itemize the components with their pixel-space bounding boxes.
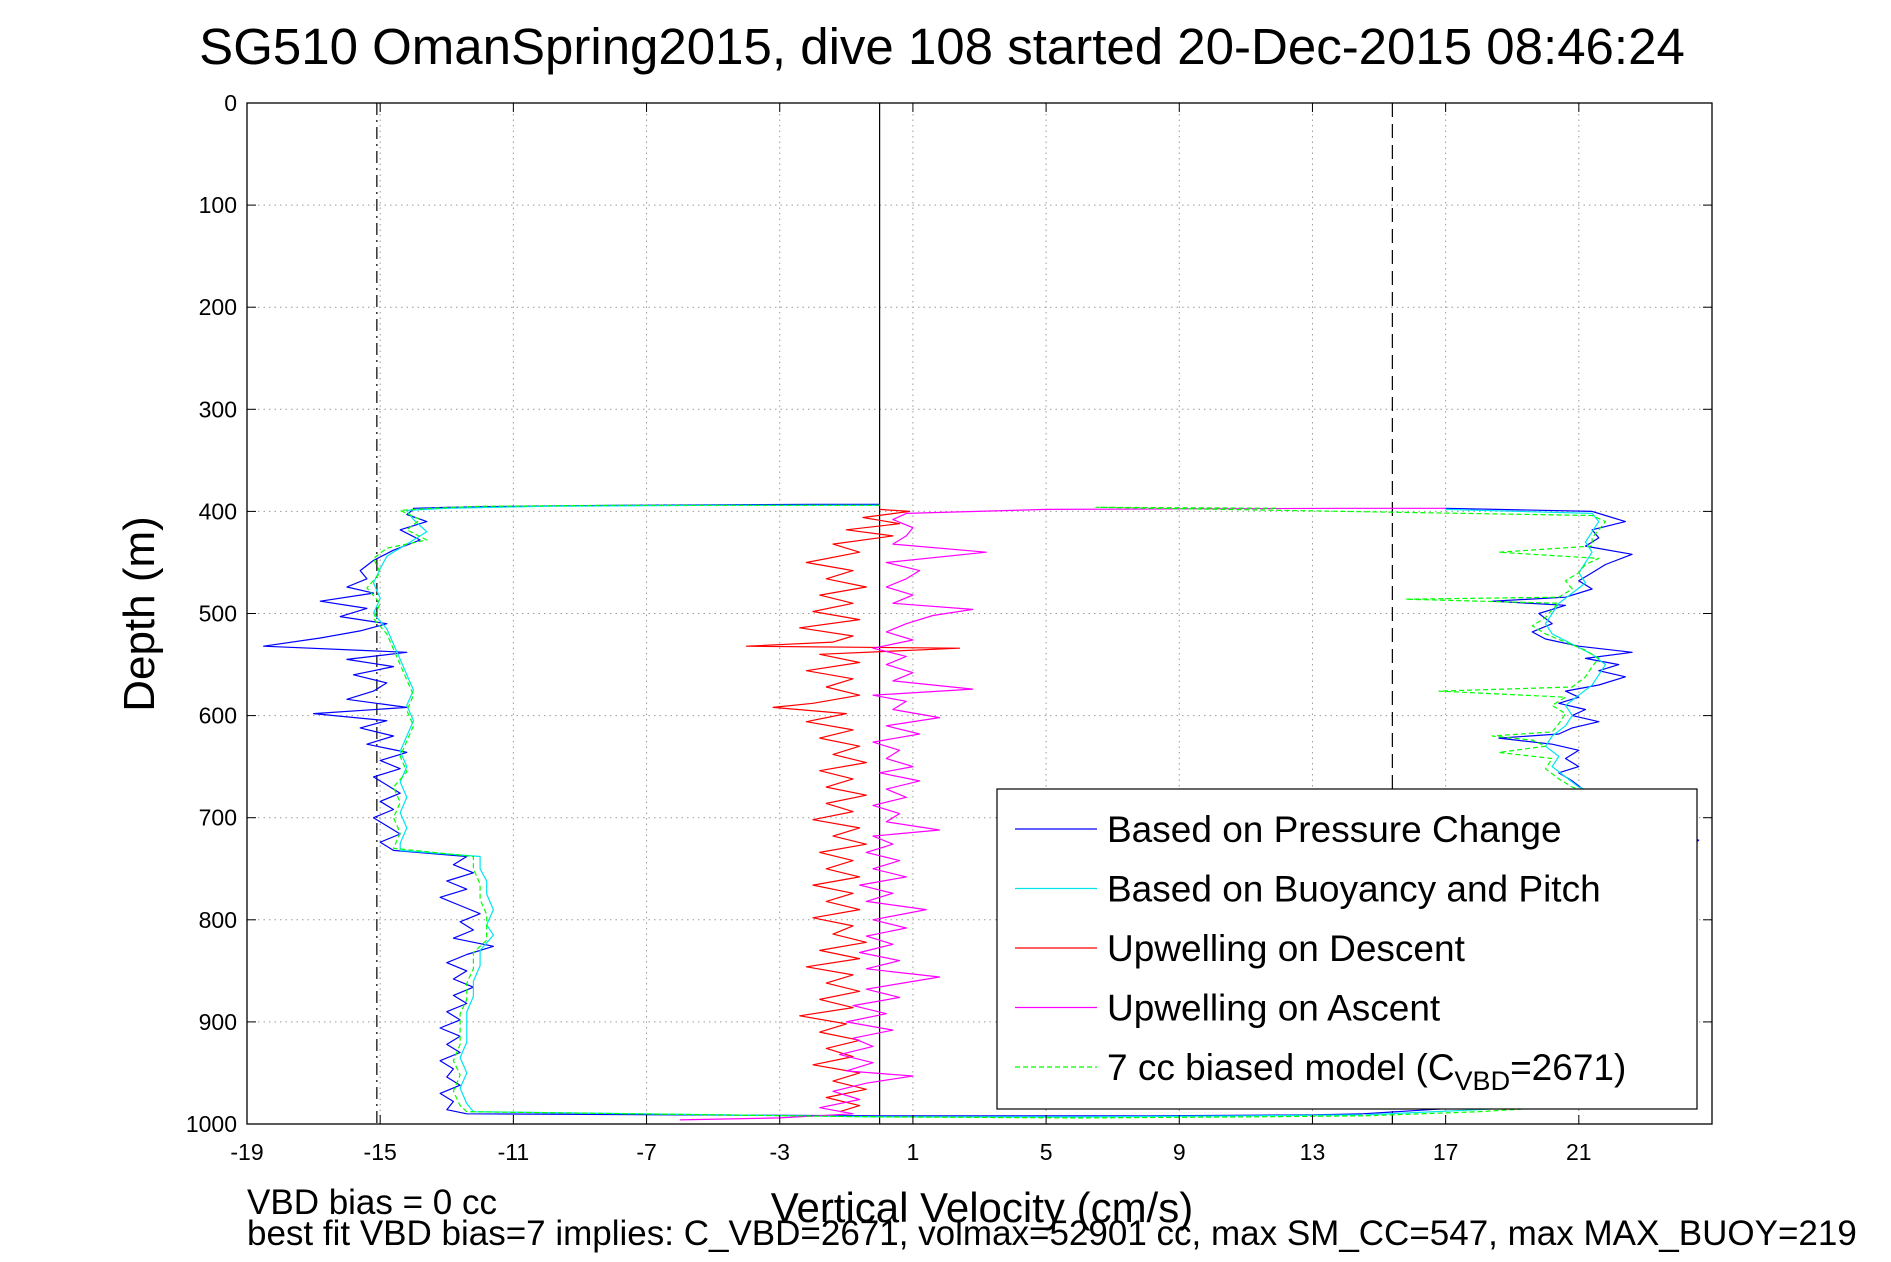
x-tick-label: 21 (1566, 1139, 1592, 1165)
x-tick-label: -15 (364, 1139, 397, 1165)
y-tick-label: 400 (199, 498, 237, 524)
legend-label: Upwelling on Ascent (1107, 988, 1441, 1029)
y-tick-label: 600 (199, 703, 237, 729)
legend-label: Based on Pressure Change (1107, 809, 1562, 850)
y-tick-label: 900 (199, 1009, 237, 1035)
y-tick-label: 700 (199, 805, 237, 831)
axis-ticks: -19 -15 -11 -7 -3 1 5 9 13 17 21 0 100 200 300 400 500 60… (186, 90, 1712, 1165)
x-tick-label: -11 (498, 1139, 530, 1165)
y-axis-label: Depth (m) (115, 516, 164, 712)
x-tick-label: 13 (1300, 1139, 1326, 1165)
y-tick-label: 300 (199, 396, 237, 422)
series-7-cc-biased-model-c-vbd-2671 (366, 504, 1366, 1119)
x-tick-label: 9 (1173, 1139, 1186, 1165)
y-tick-label: 500 (199, 601, 237, 627)
series-based-on-pressure-change (263, 503, 1363, 1117)
series-based-on-buoyancy-and-pitch (372, 504, 1363, 1118)
legend-label: Based on Buoyancy and Pitch (1107, 869, 1601, 910)
x-tick-label: -7 (636, 1139, 656, 1165)
series-upwelling-on-ascent (679, 507, 1446, 1121)
data-series (263, 503, 1700, 1121)
x-tick-label: -19 (230, 1139, 263, 1165)
chart-title: SG510 OmanSpring2015, dive 108 started 2… (199, 18, 1685, 75)
x-tick-label: 5 (1040, 1139, 1053, 1165)
x-tick-label: 1 (907, 1139, 920, 1165)
y-tick-label: 0 (224, 90, 237, 116)
x-tick-label: 17 (1433, 1139, 1459, 1165)
legend: Based on Pressure Change Based on Buoyanc… (996, 788, 1698, 1110)
y-tick-label: 800 (199, 907, 237, 933)
x-axis-label: Vertical Velocity (cm/s) (771, 1184, 1193, 1231)
series-upwelling-on-descent (745, 508, 961, 1113)
legend-label: 7 cc biased model (CVBD=2671) (1107, 1047, 1626, 1096)
legend-label: Upwelling on Descent (1107, 928, 1466, 969)
y-tick-label: 200 (199, 294, 237, 320)
y-tick-label: 1000 (186, 1111, 237, 1137)
best-fit-annotation: best fit VBD bias=7 implies: C_VBD=2671,… (247, 1214, 1857, 1253)
y-tick-label: 100 (199, 192, 237, 218)
x-tick-label: -3 (770, 1139, 790, 1165)
vbd-bias-annotation: VBD bias = 0 cc (247, 1183, 497, 1222)
legend-box (996, 788, 1698, 1110)
